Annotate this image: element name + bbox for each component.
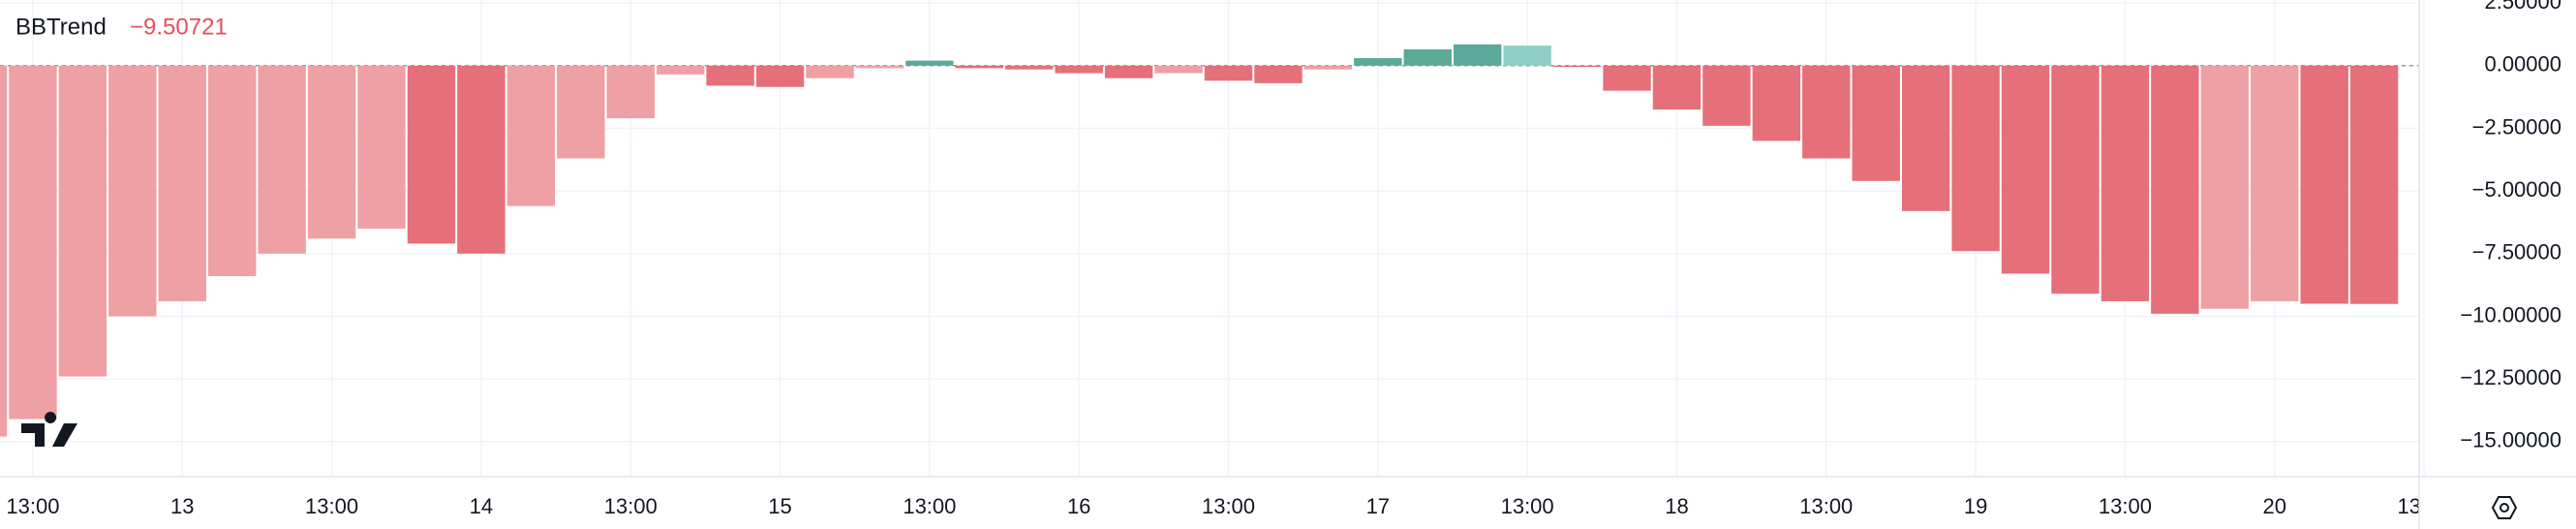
bar — [1354, 58, 1402, 66]
x-tick-label: 19 — [1964, 494, 1987, 518]
bar — [1303, 65, 1353, 70]
x-tick-label: 17 — [1366, 494, 1390, 518]
bar — [1005, 65, 1054, 70]
bar — [1154, 65, 1203, 74]
x-tick-label: 20 — [2262, 494, 2285, 518]
bar — [2251, 65, 2299, 301]
bar — [2101, 65, 2150, 301]
bar — [1104, 65, 1153, 78]
x-tick-label: 13:00 — [903, 494, 956, 518]
bar — [1454, 44, 1502, 66]
x-tick-label: 16 — [1067, 494, 1090, 518]
bar — [1852, 65, 1900, 181]
bar — [457, 65, 506, 254]
y-tick-label: −7.50000 — [2472, 240, 2561, 264]
y-tick-label: −5.00000 — [2472, 177, 2561, 202]
bar — [1951, 65, 2000, 252]
bar — [1901, 65, 1950, 211]
bar — [1802, 65, 1851, 159]
bar — [656, 65, 705, 75]
bar — [706, 65, 754, 86]
x-tick-label: 13:00 — [1799, 494, 1853, 518]
bar — [1603, 65, 1651, 91]
x-tick-label: 13:00 — [1202, 494, 1255, 518]
current-value: −9.50721 — [130, 14, 228, 40]
bar — [2300, 65, 2348, 304]
bar — [1503, 46, 1551, 66]
y-tick-label: −15.00000 — [2460, 428, 2561, 452]
x-axis: 13:00 13 13:00 14 13:00 15 13:00 16 13:00 17 13:00… — [6, 494, 2451, 518]
bar — [307, 65, 356, 239]
bar — [0, 65, 8, 437]
bar — [2051, 65, 2100, 295]
bar — [905, 60, 954, 66]
bar — [208, 65, 257, 277]
bar — [855, 65, 905, 69]
y-tick-label: 0.00000 — [2484, 52, 2561, 77]
bar — [2001, 65, 2050, 274]
bar — [1403, 48, 1452, 66]
bar — [1702, 65, 1751, 126]
bar — [806, 65, 854, 78]
x-tick-label: 14 — [470, 494, 493, 518]
x-tick-label: 13:00 — [305, 494, 358, 518]
x-tick-label: 13:00 — [6, 494, 59, 518]
bar — [1652, 65, 1702, 110]
bar — [58, 65, 107, 377]
bar — [955, 65, 1003, 69]
bar — [557, 65, 605, 159]
bar — [108, 65, 157, 317]
x-tick-label: 13:00 — [2398, 494, 2451, 518]
chart-title: BBTrend — [15, 14, 107, 40]
bar — [2151, 65, 2199, 314]
bar — [2349, 65, 2399, 304]
bar — [1552, 65, 1602, 68]
x-tick-label: 15 — [768, 494, 791, 518]
x-tick-label: 13:00 — [604, 494, 658, 518]
x-tick-label: 13:00 — [2099, 494, 2152, 518]
y-tick-label: −10.00000 — [2460, 302, 2561, 327]
bar — [407, 65, 456, 244]
bar — [2200, 65, 2249, 309]
x-tick-label: 18 — [1665, 494, 1688, 518]
bar — [1204, 65, 1253, 81]
y-tick-label: 2.50000 — [2484, 0, 2561, 14]
bar — [158, 65, 206, 301]
bar — [258, 65, 306, 254]
plot — [0, 44, 2419, 437]
bar — [755, 65, 805, 87]
y-tick-label: −2.50000 — [2472, 114, 2561, 139]
bar — [606, 65, 655, 119]
bar — [9, 65, 57, 420]
bar — [506, 65, 556, 206]
y-tick-label: −12.50000 — [2460, 365, 2561, 389]
x-tick-label: 13 — [170, 494, 194, 518]
bar — [1055, 65, 1103, 74]
bar — [1254, 65, 1303, 83]
x-tick-label: 13:00 — [1501, 494, 1554, 518]
bar — [1752, 65, 1801, 141]
logo — [21, 412, 77, 447]
settings-icon[interactable] — [2491, 496, 2518, 519]
bar — [357, 65, 406, 229]
